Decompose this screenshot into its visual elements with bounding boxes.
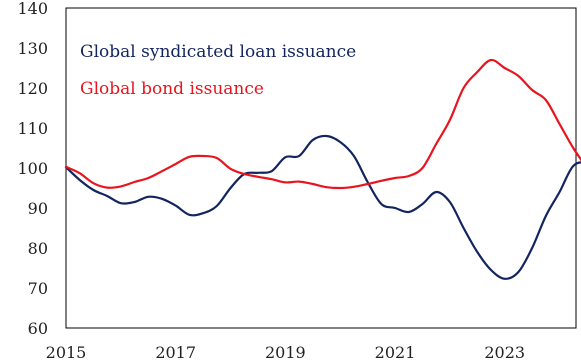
y-tick-label: 80 [28, 239, 48, 258]
y-tick-label: 100 [17, 159, 48, 178]
x-tick-label: 2023 [484, 343, 525, 362]
legend-label-loan: Global syndicated loan issuance [80, 42, 356, 62]
x-axis: 2015 2017 2019 2021 2023 [46, 343, 525, 362]
y-tick-label: 110 [17, 119, 48, 138]
legend-label-bond: Global bond issuance [80, 79, 264, 99]
y-tick-label: 90 [28, 199, 48, 218]
x-tick-label: 2015 [46, 343, 87, 362]
y-axis: 140 130 120 110 100 90 80 70 60 [17, 0, 48, 338]
legend: Global syndicated loan issuance Global b… [80, 42, 356, 99]
y-tick-label: 140 [17, 0, 48, 18]
x-tick-label: 2019 [265, 343, 306, 362]
series-line-loan [66, 136, 581, 300]
x-tick-label: 2017 [155, 343, 196, 362]
y-tick-label: 130 [17, 39, 48, 58]
y-tick-label: 60 [28, 319, 48, 338]
x-tick-label: 2021 [375, 343, 416, 362]
y-tick-label: 70 [28, 279, 48, 298]
y-tick-label: 120 [17, 79, 48, 98]
